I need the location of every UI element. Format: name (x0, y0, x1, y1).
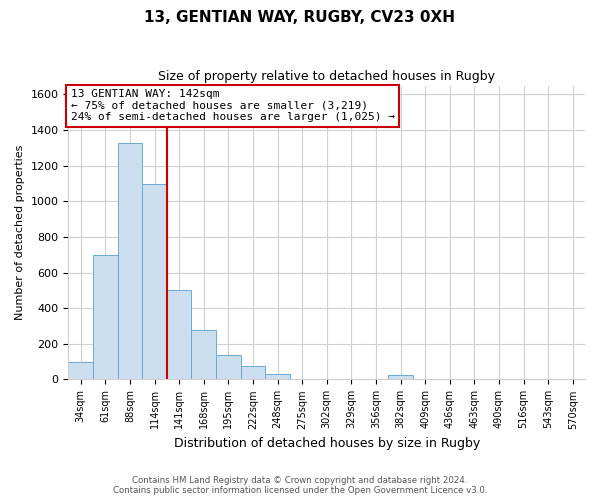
Bar (142, 184, 167, 380)
Bar (68, 362, 93, 380)
Bar (118, 142, 142, 380)
X-axis label: Distribution of detached houses by size in Rugby: Distribution of detached houses by size … (173, 437, 480, 450)
Bar (388, 375, 413, 380)
Text: 13, GENTIAN WAY, RUGBY, CV23 0XH: 13, GENTIAN WAY, RUGBY, CV23 0XH (145, 10, 455, 25)
Bar (167, 290, 191, 380)
Bar (265, 374, 290, 380)
Y-axis label: Number of detached properties: Number of detached properties (15, 145, 25, 320)
Bar (93, 255, 118, 380)
Text: Contains HM Land Registry data © Crown copyright and database right 2024.
Contai: Contains HM Land Registry data © Crown c… (113, 476, 487, 495)
Text: 13 GENTIAN WAY: 142sqm
← 75% of detached houses are smaller (3,219)
24% of semi-: 13 GENTIAN WAY: 142sqm ← 75% of detached… (71, 89, 395, 122)
Bar (216, 354, 241, 380)
Title: Size of property relative to detached houses in Rugby: Size of property relative to detached ho… (158, 70, 495, 83)
Bar (241, 366, 265, 380)
Bar (191, 330, 216, 380)
